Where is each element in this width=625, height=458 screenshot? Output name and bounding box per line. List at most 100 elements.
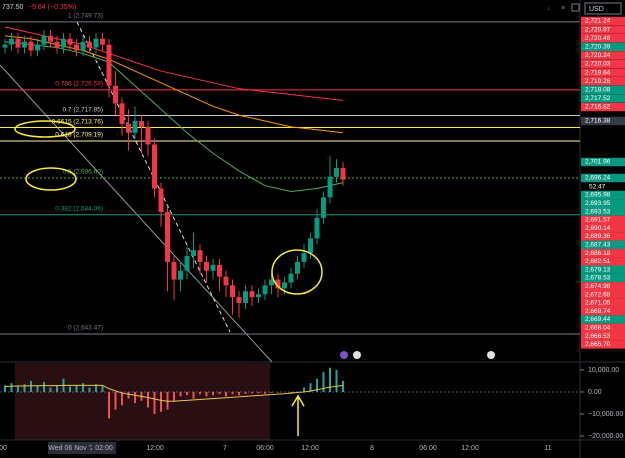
candle-body (295, 261, 300, 274)
fib-label: 0.7 (2,717.85) (63, 106, 103, 113)
price-tag-label: 2,717.52 (585, 95, 611, 102)
toolbar-icon[interactable]: ↓ (547, 5, 551, 12)
annotation-arrow (291, 394, 305, 436)
histogram-bar (264, 391, 266, 394)
price-tag (581, 77, 625, 86)
candle-body (275, 279, 281, 289)
histogram-bar (205, 391, 208, 397)
histogram-bar (316, 378, 318, 392)
candle-body (236, 297, 242, 304)
price-tag-label: 2,669.74 (585, 308, 611, 315)
histogram-bar (179, 391, 182, 397)
price-tag (581, 290, 625, 299)
price-tag-label: 2,719.26 (585, 78, 611, 85)
histogram-bar (303, 387, 305, 392)
histogram-bar (329, 367, 331, 392)
candle-body (184, 256, 190, 271)
price-tag (581, 224, 625, 233)
price-tag (581, 42, 625, 51)
histogram-bar (186, 391, 188, 396)
price-tag (581, 68, 625, 77)
price-tag (581, 282, 625, 291)
candle-body (327, 176, 333, 198)
price-tag-label: 2,666.53 (585, 333, 611, 340)
candle-body (334, 167, 339, 177)
candle-body (54, 41, 60, 48)
candle-body (139, 120, 144, 127)
fib-label: 0.786 (2,726.59) (55, 81, 103, 88)
indicator-tick-label: 10,000.00 (588, 367, 619, 374)
price-tag (581, 340, 625, 349)
price-tag (581, 16, 625, 26)
event-icon[interactable] (340, 351, 348, 359)
price-tag-label: 2,665.70 (585, 341, 611, 348)
price-tag (581, 232, 625, 241)
time-label: 02:00 (95, 445, 113, 452)
candle-body (41, 35, 47, 45)
candle-body (100, 38, 105, 45)
histogram-bar (290, 391, 292, 393)
price-tag (581, 116, 625, 126)
price-tag (581, 51, 625, 60)
histogram-bar (147, 391, 149, 408)
price-tag (581, 199, 625, 208)
trend-line-dashed (76, 21, 231, 333)
histogram-bar (173, 391, 175, 401)
histogram-bar (17, 386, 19, 392)
histogram-bar (10, 383, 13, 392)
trend-line (0, 64, 273, 363)
histogram-bar (342, 380, 344, 392)
price-tag (581, 273, 625, 283)
candle-body (288, 273, 294, 283)
price-tag (581, 173, 625, 183)
histogram-bar (95, 384, 97, 392)
price-tag-label: 2,679.13 (585, 266, 611, 273)
price-tag-label: 2,671.05 (585, 300, 611, 307)
time-label: 7 (223, 445, 227, 452)
price-tag-label: 2,669.44 (585, 316, 611, 323)
annotation-circle (14, 120, 76, 138)
histogram-bar (43, 382, 45, 392)
event-icon[interactable] (353, 351, 361, 359)
candle-body (217, 264, 222, 277)
price-tag-label: 2,701.96 (585, 159, 611, 166)
fib-label: 0.618 (2,709.19) (55, 132, 103, 139)
price-tag (581, 265, 625, 274)
histogram-bar (121, 391, 123, 406)
candle-body (48, 35, 53, 42)
indicator-tick-label: 0.00 (588, 389, 602, 396)
time-label: 00 (0, 445, 7, 452)
toolbar-icon[interactable] (571, 3, 580, 12)
candle-body (165, 212, 170, 262)
currency-box[interactable] (584, 2, 622, 15)
candle-body (210, 264, 216, 271)
price-tag-label: 2,674.98 (585, 283, 611, 290)
plot: 1 (2,749.73) 0.786 (2,726.59) 0.7 (2,717.8… (0, 13, 625, 454)
candle-body (74, 44, 79, 51)
price-tag-label: 2,687.43 (585, 242, 611, 249)
price-tag (581, 207, 625, 216)
histogram-bar (160, 391, 162, 412)
candle-body (87, 41, 92, 48)
fib-label: 0 (2,643.47) (68, 325, 103, 332)
histogram-bar (212, 391, 214, 396)
candle-body (119, 103, 125, 124)
candle-body (15, 38, 21, 48)
price-tag (581, 323, 625, 332)
candle-body (301, 253, 307, 262)
candle-body (28, 41, 34, 51)
histogram-bar (277, 391, 279, 393)
candle-body (282, 282, 287, 289)
currency[interactable]: USD (589, 6, 604, 13)
candle-body (262, 285, 268, 295)
histogram-bar (56, 385, 58, 392)
toolbar-icon[interactable]: ≡ (561, 5, 565, 12)
time-label: 12:00 (301, 445, 319, 452)
histogram-bar (134, 391, 136, 403)
candle-body (321, 197, 326, 218)
event-icon[interactable] (487, 351, 495, 359)
price-tag-label: 2,720.97 (585, 26, 611, 33)
price-tag (581, 59, 625, 69)
price-tag (581, 315, 625, 324)
